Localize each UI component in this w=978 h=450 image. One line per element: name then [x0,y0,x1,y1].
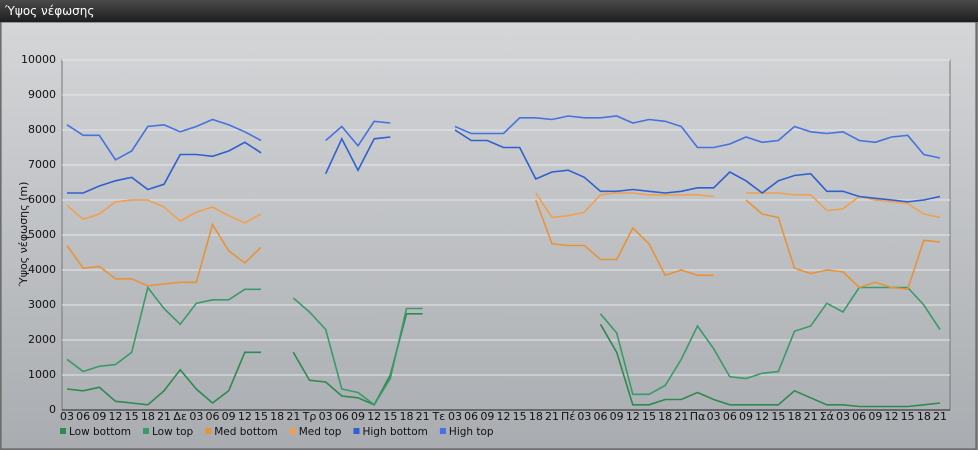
y-tick-label: 6000 [28,193,56,206]
series-line [66,192,941,224]
x-tick-label: 18 [400,410,414,423]
x-tick-label: 15 [383,410,397,423]
x-tick-label: 21 [674,410,688,423]
legend-swatch [439,428,446,434]
x-tick-label: 06 [206,410,220,423]
x-tick-label: 12 [885,410,899,423]
y-axis-label: Ύψος νέφωσης (m) [17,182,30,288]
series-line [67,129,941,203]
x-tick-label: 12 [367,410,381,423]
legend-swatch [289,428,296,434]
x-tick-label: 03 [448,410,462,423]
x-tick-label: 15 [513,410,527,423]
x-tick-label: 18 [141,410,155,423]
x-tick-label: 03 [707,410,721,423]
x-tick-label: Σά [820,410,834,423]
x-tick-label: Τε [431,410,445,423]
legend-label: High top [449,426,494,438]
x-tick-label: 21 [286,410,300,423]
x-tick-label: 21 [933,410,947,423]
x-tick-label: 06 [723,410,737,423]
x-tick-label: 15 [642,410,656,423]
y-tick-label: 1000 [28,368,56,381]
legend-swatch [353,428,360,434]
x-tick-label: 18 [788,410,802,423]
x-tick-label: 18 [917,410,931,423]
x-tick-label: Πέ [561,410,575,423]
x-tick-label: 21 [157,410,171,423]
y-tick-label: 0 [49,403,56,416]
x-tick-label: 03 [60,410,74,423]
legend-label: Med bottom [214,426,278,438]
series-line [66,285,941,406]
y-tick-label: 2000 [28,333,56,346]
x-tick-label: 12 [238,410,252,423]
y-tick-label: 4000 [28,263,56,276]
x-tick-label: 06 [852,410,866,423]
x-tick-label: 06 [76,410,90,423]
series-line [66,199,941,291]
legend-label: High bottom [362,426,427,438]
x-tick-label: 03 [189,410,203,423]
y-tick-label: 9000 [28,88,56,101]
y-tick-label: 8000 [28,123,56,136]
y-tick-label: 3000 [28,298,56,311]
x-tick-label: 06 [594,410,608,423]
x-tick-label: 12 [497,410,511,423]
x-tick-label: 03 [319,410,333,423]
x-tick-label: 03 [577,410,591,423]
x-tick-label: 03 [836,410,850,423]
series-line [66,115,941,161]
title-bar: Ύψος νέφωσης [0,0,978,22]
y-tick-label: 7000 [28,158,56,171]
x-tick-label: 09 [92,410,106,423]
x-tick-label: 09 [868,410,882,423]
y-tick-label: 5000 [28,228,56,241]
x-tick-label: 18 [658,410,672,423]
x-tick-label: 09 [739,410,753,423]
x-tick-label: 18 [529,410,543,423]
x-tick-label: Τρ [302,410,317,423]
legend-label: Med top [299,426,342,438]
x-tick-label: 09 [480,410,494,423]
x-tick-label: 12 [755,410,769,423]
x-tick-label: 21 [545,410,559,423]
x-tick-label: 21 [416,410,430,423]
x-tick-label: 09 [610,410,624,423]
x-tick-label: 12 [626,410,640,423]
legend-swatch [205,428,212,434]
x-tick-label: 15 [901,410,915,423]
legend-swatch [143,428,149,434]
x-tick-label: 06 [464,410,478,423]
x-tick-label: 09 [222,410,236,423]
x-tick-label: Δε [173,410,187,423]
x-tick-label: 21 [804,410,818,423]
x-tick-label: 09 [351,410,365,423]
x-tick-label: 15 [254,410,268,423]
x-tick-label: 12 [109,410,123,423]
chart: Ύψος νέφωσης (m) 0 1000 2000 3000 4000 5000 60… [0,22,977,450]
legend-swatch [60,428,66,434]
legend-label: Low bottom [69,426,131,438]
x-tick-label: 06 [335,410,349,423]
legend-label: Low top [152,426,194,438]
x-tick-label: 15 [771,410,785,423]
y-tick-label: 10000 [21,53,56,66]
x-tick-label: 15 [125,410,139,423]
x-tick-label: 18 [270,410,284,423]
x-tick-label: Πα [690,410,706,423]
